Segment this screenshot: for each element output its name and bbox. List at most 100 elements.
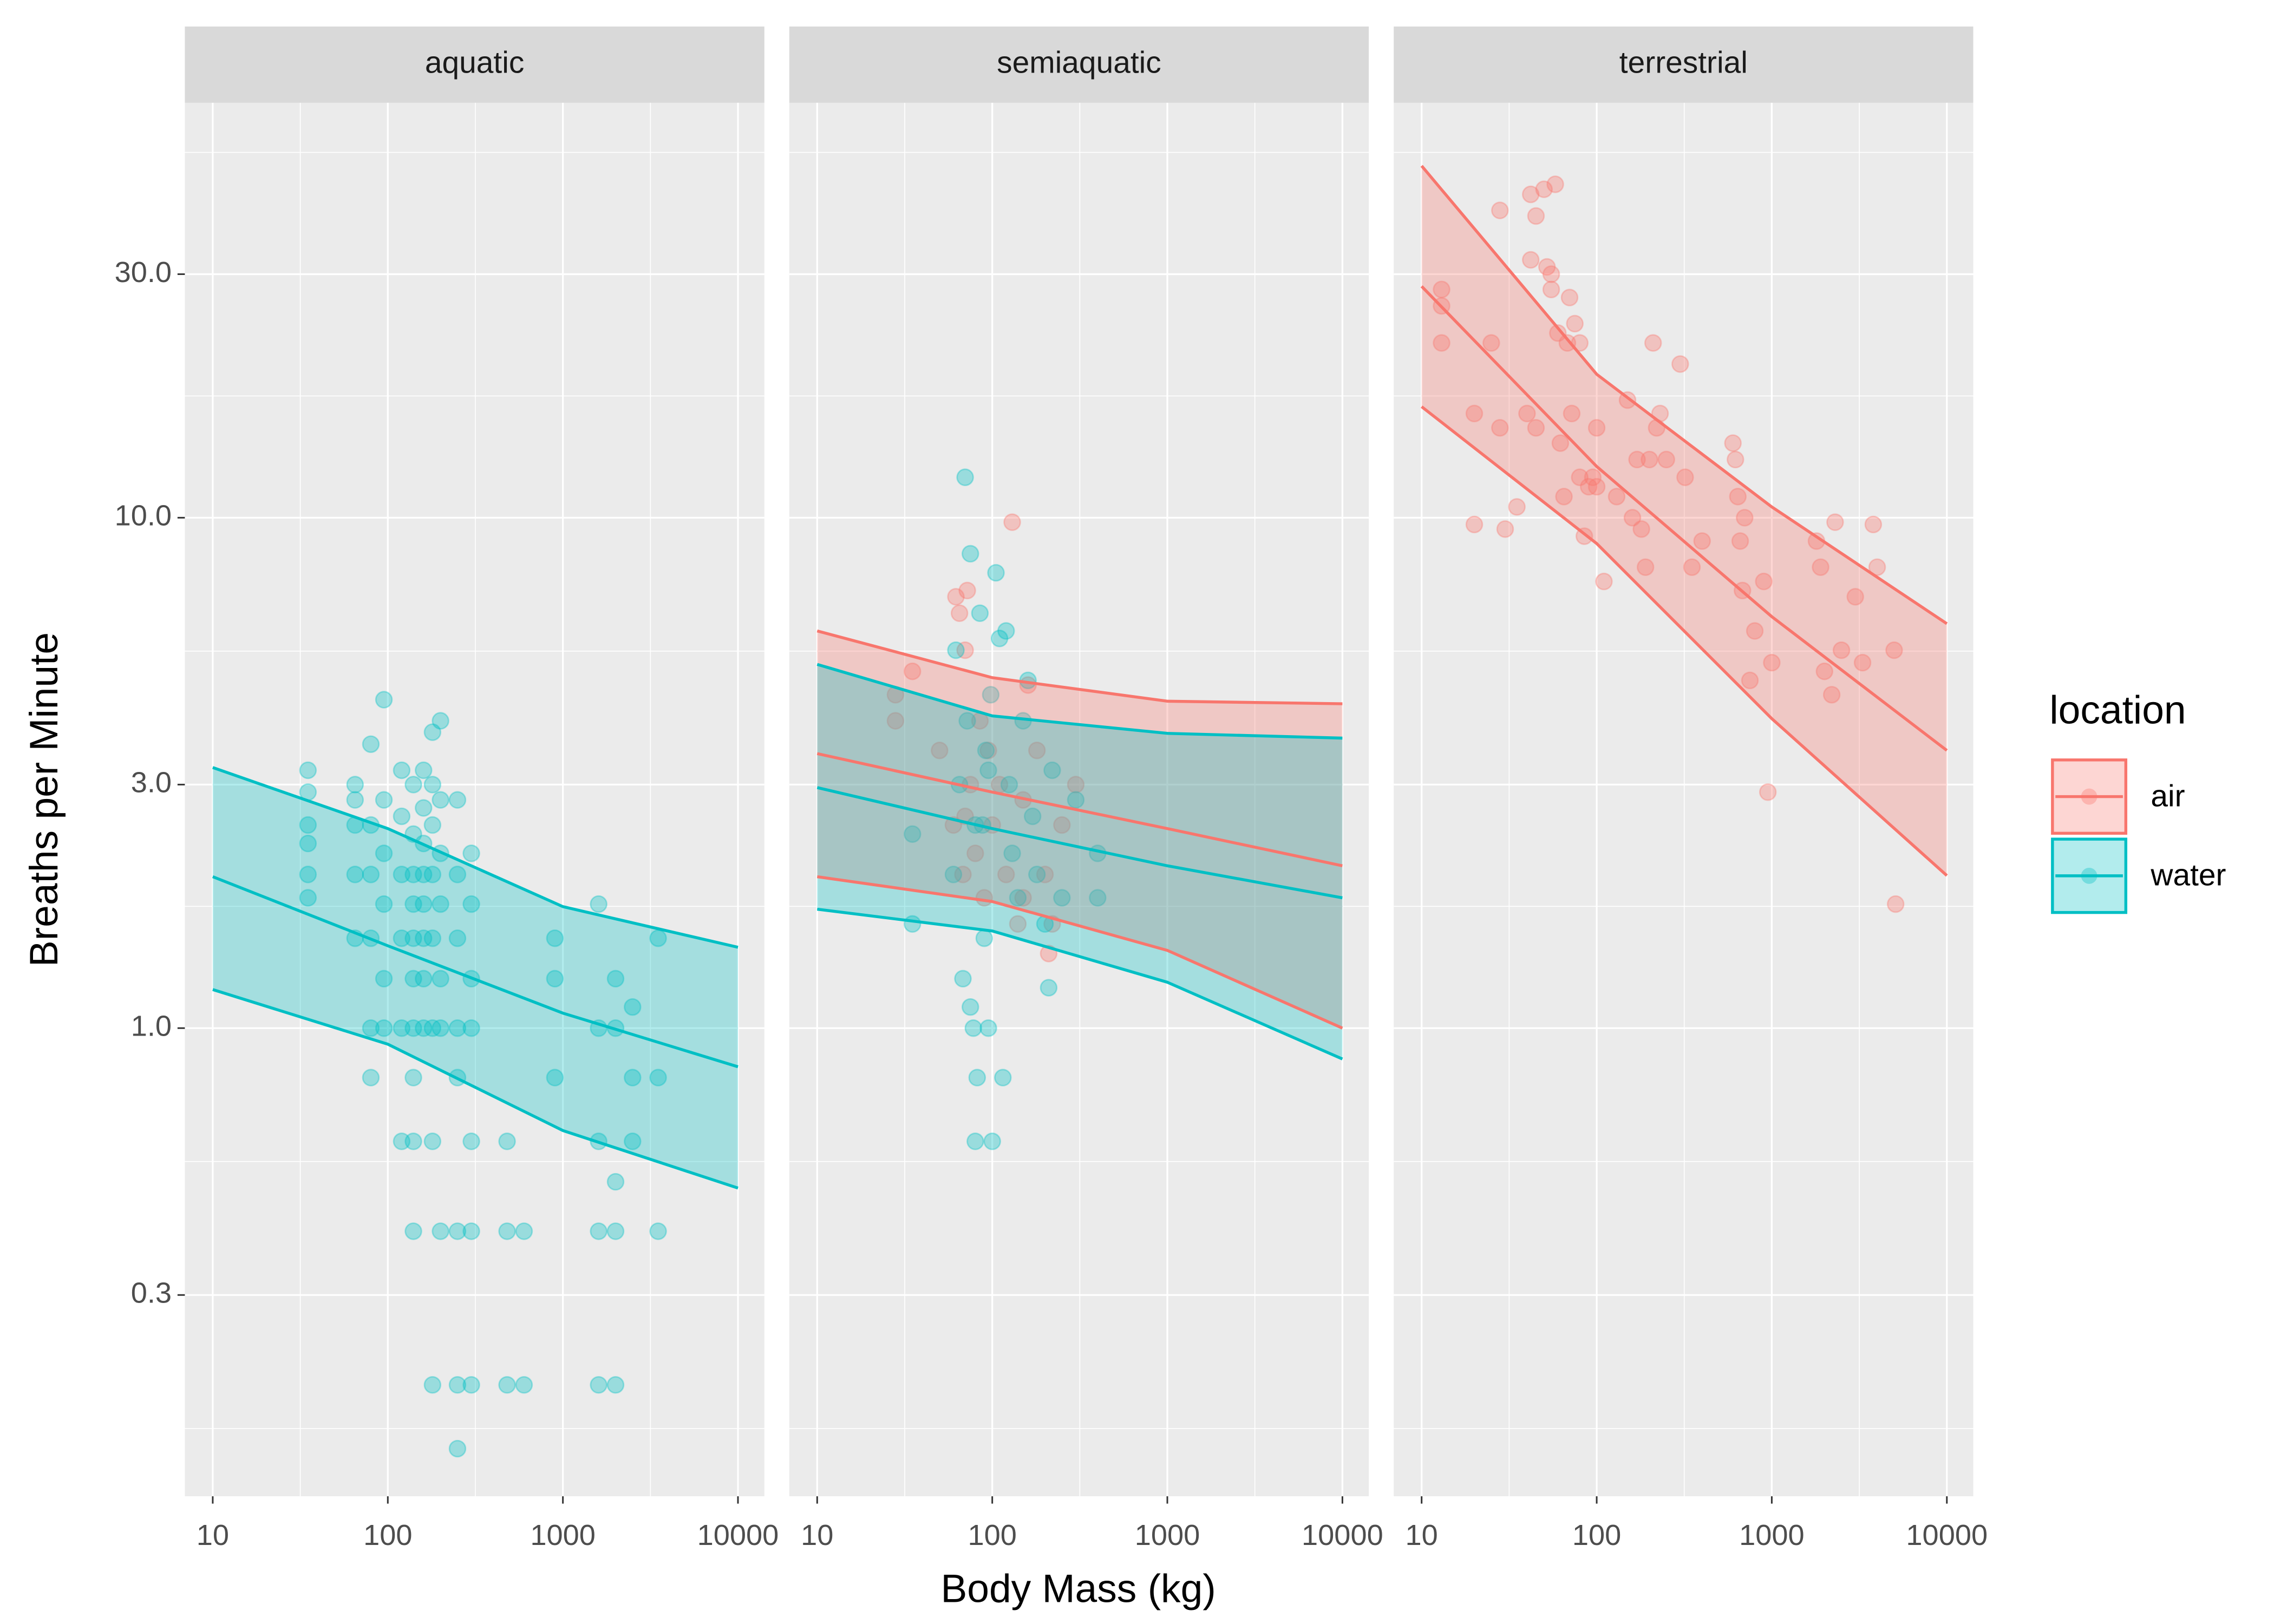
- panel-background: [1394, 102, 1974, 1497]
- point: [606, 1173, 625, 1191]
- point: [964, 1019, 983, 1037]
- point: [498, 1222, 516, 1240]
- point: [1822, 686, 1841, 704]
- point: [1587, 419, 1606, 437]
- point: [1067, 776, 1085, 794]
- point: [462, 895, 480, 913]
- point: [1846, 588, 1864, 606]
- point: [903, 662, 922, 680]
- x-tick-label: 10: [197, 1519, 229, 1551]
- point: [415, 866, 433, 883]
- point: [983, 1132, 1001, 1150]
- point: [1527, 419, 1545, 437]
- point: [498, 1132, 516, 1150]
- point: [1491, 419, 1509, 437]
- point: [1759, 783, 1777, 801]
- point: [393, 929, 411, 947]
- point: [404, 1132, 422, 1150]
- point: [415, 761, 433, 780]
- fit-line: [1420, 285, 1948, 752]
- point: [432, 1222, 449, 1240]
- legend-key-point: [2081, 788, 2097, 805]
- point: [1043, 761, 1061, 780]
- x-tick-label: 1000: [530, 1519, 596, 1551]
- point: [1023, 807, 1042, 826]
- point: [954, 866, 972, 883]
- point: [415, 929, 433, 947]
- fit-line: [212, 875, 739, 1069]
- point: [515, 1376, 533, 1394]
- point: [1028, 866, 1046, 883]
- point: [975, 929, 994, 947]
- point: [375, 895, 393, 913]
- point: [1671, 355, 1689, 373]
- point: [1555, 488, 1573, 506]
- point: [606, 1222, 625, 1240]
- point: [1518, 404, 1536, 423]
- point: [954, 970, 972, 988]
- point: [1009, 915, 1027, 933]
- point: [1731, 532, 1749, 550]
- point: [393, 807, 411, 826]
- point: [1542, 265, 1560, 283]
- point: [1546, 175, 1564, 193]
- point: [423, 1376, 442, 1394]
- point: [1014, 889, 1032, 907]
- point: [1067, 791, 1085, 809]
- point: [393, 1132, 411, 1150]
- point: [1741, 671, 1759, 690]
- point: [346, 776, 364, 794]
- legend-label: air: [2151, 778, 2185, 813]
- point: [1433, 334, 1450, 352]
- point: [462, 1222, 480, 1240]
- strip-label: terrestrial: [1619, 45, 1748, 80]
- point: [1683, 558, 1701, 576]
- point: [415, 1019, 433, 1037]
- confidence-band: [817, 631, 1343, 1029]
- strip: [185, 26, 764, 103]
- point: [982, 686, 1000, 704]
- point: [1812, 558, 1829, 576]
- point: [462, 1376, 480, 1394]
- x-axis-title: Body Mass (kg): [941, 1567, 1216, 1611]
- point: [1595, 572, 1613, 591]
- confidence-band: [212, 767, 738, 1188]
- point: [1482, 334, 1500, 352]
- point: [962, 545, 979, 563]
- point: [1538, 258, 1556, 276]
- point: [1491, 201, 1509, 219]
- point: [1089, 889, 1107, 907]
- point: [1521, 251, 1540, 269]
- point: [1551, 434, 1570, 452]
- point: [1028, 741, 1046, 759]
- x-tick-label: 100: [968, 1519, 1016, 1551]
- point: [432, 895, 449, 913]
- point: [1465, 404, 1484, 423]
- point: [1549, 324, 1567, 342]
- point: [903, 825, 922, 843]
- point: [404, 1222, 422, 1240]
- point: [1832, 641, 1851, 659]
- point: [448, 791, 467, 809]
- point: [1496, 520, 1514, 538]
- y-tick-label: 1.0: [131, 1010, 172, 1043]
- point: [931, 741, 949, 759]
- point: [432, 712, 449, 730]
- band-edge: [1420, 165, 1948, 625]
- legend-key-point: [2081, 867, 2097, 884]
- fit-line: [816, 752, 1343, 867]
- point: [944, 866, 963, 883]
- point: [1571, 468, 1589, 486]
- strip-label: semiaquatic: [997, 45, 1161, 80]
- point: [1009, 889, 1027, 907]
- point: [1563, 404, 1581, 423]
- y-axis-title: Breaths per Minute: [22, 632, 66, 967]
- x-tick-label: 10000: [1302, 1519, 1383, 1551]
- band-edge: [1421, 405, 1948, 877]
- fit-line: [816, 786, 1343, 900]
- strip: [1394, 26, 1974, 103]
- point: [404, 866, 422, 883]
- point: [462, 1019, 480, 1037]
- legend-label: water: [2150, 858, 2226, 893]
- point: [1433, 280, 1450, 298]
